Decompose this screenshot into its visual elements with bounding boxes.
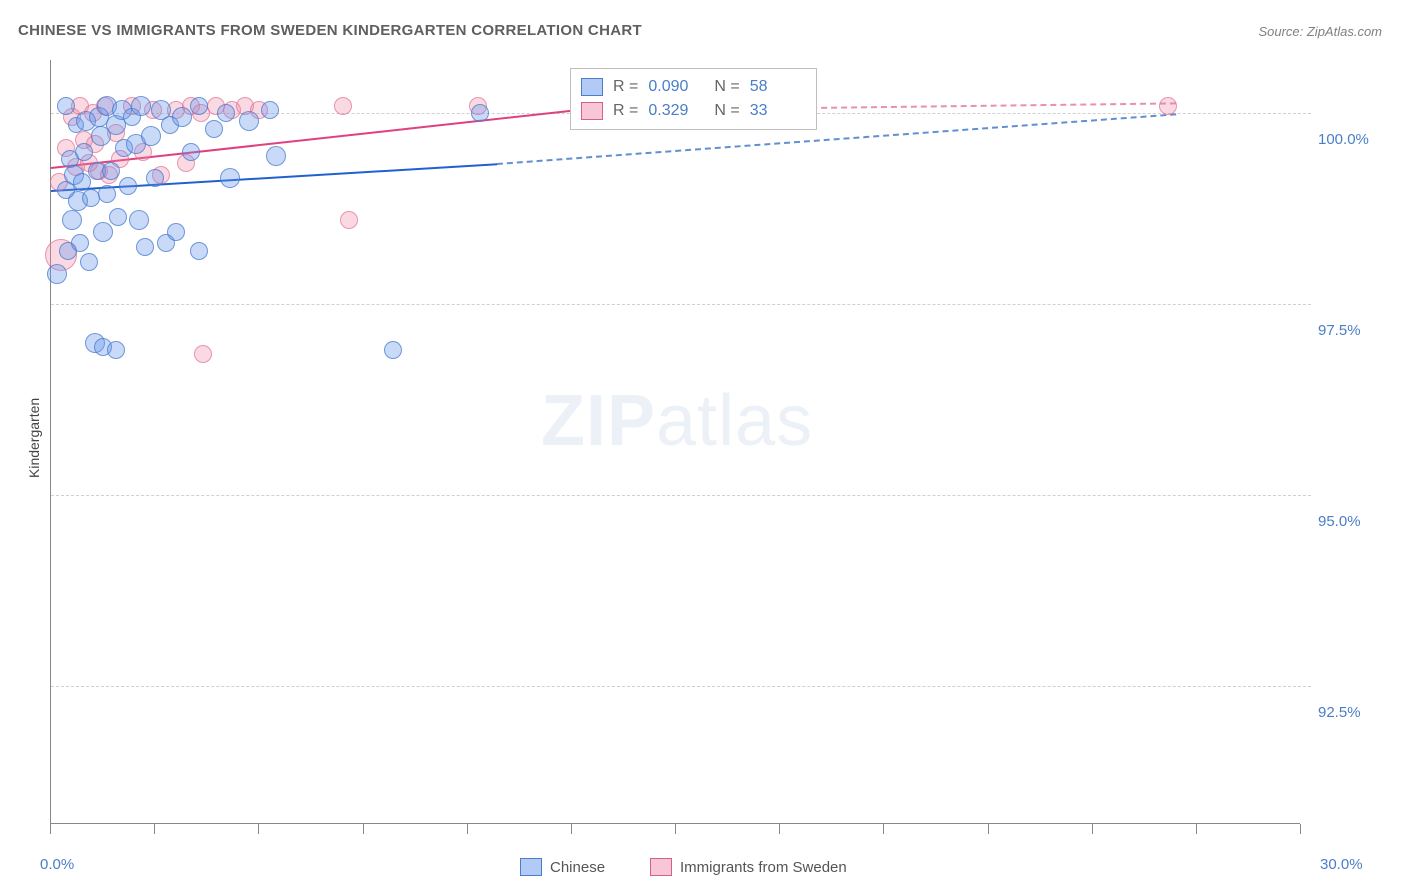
watermark: ZIPatlas — [541, 380, 813, 462]
point-chinese — [107, 341, 125, 359]
point-chinese — [71, 234, 89, 252]
stat-r-label: R = — [613, 102, 638, 120]
chart-container: CHINESE VS IMMIGRANTS FROM SWEDEN KINDER… — [0, 0, 1406, 892]
legend-swatch-pink — [650, 858, 672, 876]
stat-r-label: R = — [613, 78, 638, 96]
x-axis-min-label: 0.0% — [40, 856, 74, 873]
point-chinese — [80, 253, 98, 271]
point-chinese — [167, 223, 185, 241]
y-tick-label: 97.5% — [1318, 322, 1361, 339]
stat-n-label: N = — [714, 102, 739, 120]
x-axis-max-label: 30.0% — [1320, 856, 1363, 873]
point-chinese — [190, 242, 208, 260]
x-tick — [988, 824, 989, 834]
point-chinese — [109, 208, 127, 226]
legend-item-chinese: Chinese — [520, 858, 605, 876]
x-tick — [883, 824, 884, 834]
point-chinese — [119, 177, 137, 195]
point-chinese — [93, 222, 113, 242]
y-tick-label: 95.0% — [1318, 513, 1361, 530]
point-chinese — [220, 168, 240, 188]
gridline-h — [51, 304, 1311, 305]
stat-r-value: 0.329 — [648, 102, 704, 120]
x-tick — [154, 824, 155, 834]
stats-row: R = 0.090 N = 58 — [581, 75, 806, 99]
point-chinese — [141, 126, 161, 146]
source-label: Source: ZipAtlas.com — [1258, 24, 1382, 39]
x-tick — [50, 824, 51, 834]
point-chinese — [471, 104, 489, 122]
point-sweden — [1159, 97, 1177, 115]
y-tick-label: 92.5% — [1318, 704, 1361, 721]
point-sweden — [340, 211, 358, 229]
plot-area: ZIPatlas — [50, 60, 1300, 824]
point-sweden — [194, 345, 212, 363]
y-axis-title: Kindergarten — [26, 398, 42, 478]
legend-swatch-blue — [520, 858, 542, 876]
point-chinese — [102, 162, 120, 180]
point-chinese — [47, 264, 67, 284]
x-tick — [1196, 824, 1197, 834]
x-tick — [1300, 824, 1301, 834]
point-chinese — [62, 210, 82, 230]
gridline-h — [51, 495, 1311, 496]
x-tick — [779, 824, 780, 834]
point-chinese — [75, 143, 93, 161]
point-sweden — [334, 97, 352, 115]
x-tick — [1092, 824, 1093, 834]
point-chinese — [57, 97, 75, 115]
point-chinese — [182, 143, 200, 161]
point-chinese — [146, 169, 164, 187]
x-tick — [258, 824, 259, 834]
point-chinese — [98, 185, 116, 203]
y-tick-label: 100.0% — [1318, 131, 1369, 148]
legend-label-sweden: Immigrants from Sweden — [680, 859, 847, 876]
chart-title: CHINESE VS IMMIGRANTS FROM SWEDEN KINDER… — [18, 22, 642, 39]
stat-r-value: 0.090 — [648, 78, 704, 96]
stats-swatch — [581, 102, 603, 120]
stats-swatch — [581, 78, 603, 96]
point-chinese — [384, 341, 402, 359]
point-chinese — [136, 238, 154, 256]
x-tick — [363, 824, 364, 834]
stat-n-value: 58 — [750, 78, 806, 96]
x-tick — [467, 824, 468, 834]
point-chinese — [239, 111, 259, 131]
stat-n-label: N = — [714, 78, 739, 96]
point-chinese — [82, 189, 100, 207]
gridline-h — [51, 686, 1311, 687]
point-chinese — [129, 210, 149, 230]
point-chinese — [172, 107, 192, 127]
point-chinese — [217, 104, 235, 122]
x-tick — [571, 824, 572, 834]
point-chinese — [261, 101, 279, 119]
point-chinese — [266, 146, 286, 166]
legend-label-chinese: Chinese — [550, 859, 605, 876]
stat-n-value: 33 — [750, 102, 806, 120]
stats-legend-box: R = 0.090 N = 58 R = 0.329 N = 33 — [570, 68, 817, 130]
legend-item-sweden: Immigrants from Sweden — [650, 858, 847, 876]
stats-row: R = 0.329 N = 33 — [581, 99, 806, 123]
x-tick — [675, 824, 676, 834]
point-chinese — [190, 97, 208, 115]
point-chinese — [205, 120, 223, 138]
point-chinese — [131, 96, 151, 116]
